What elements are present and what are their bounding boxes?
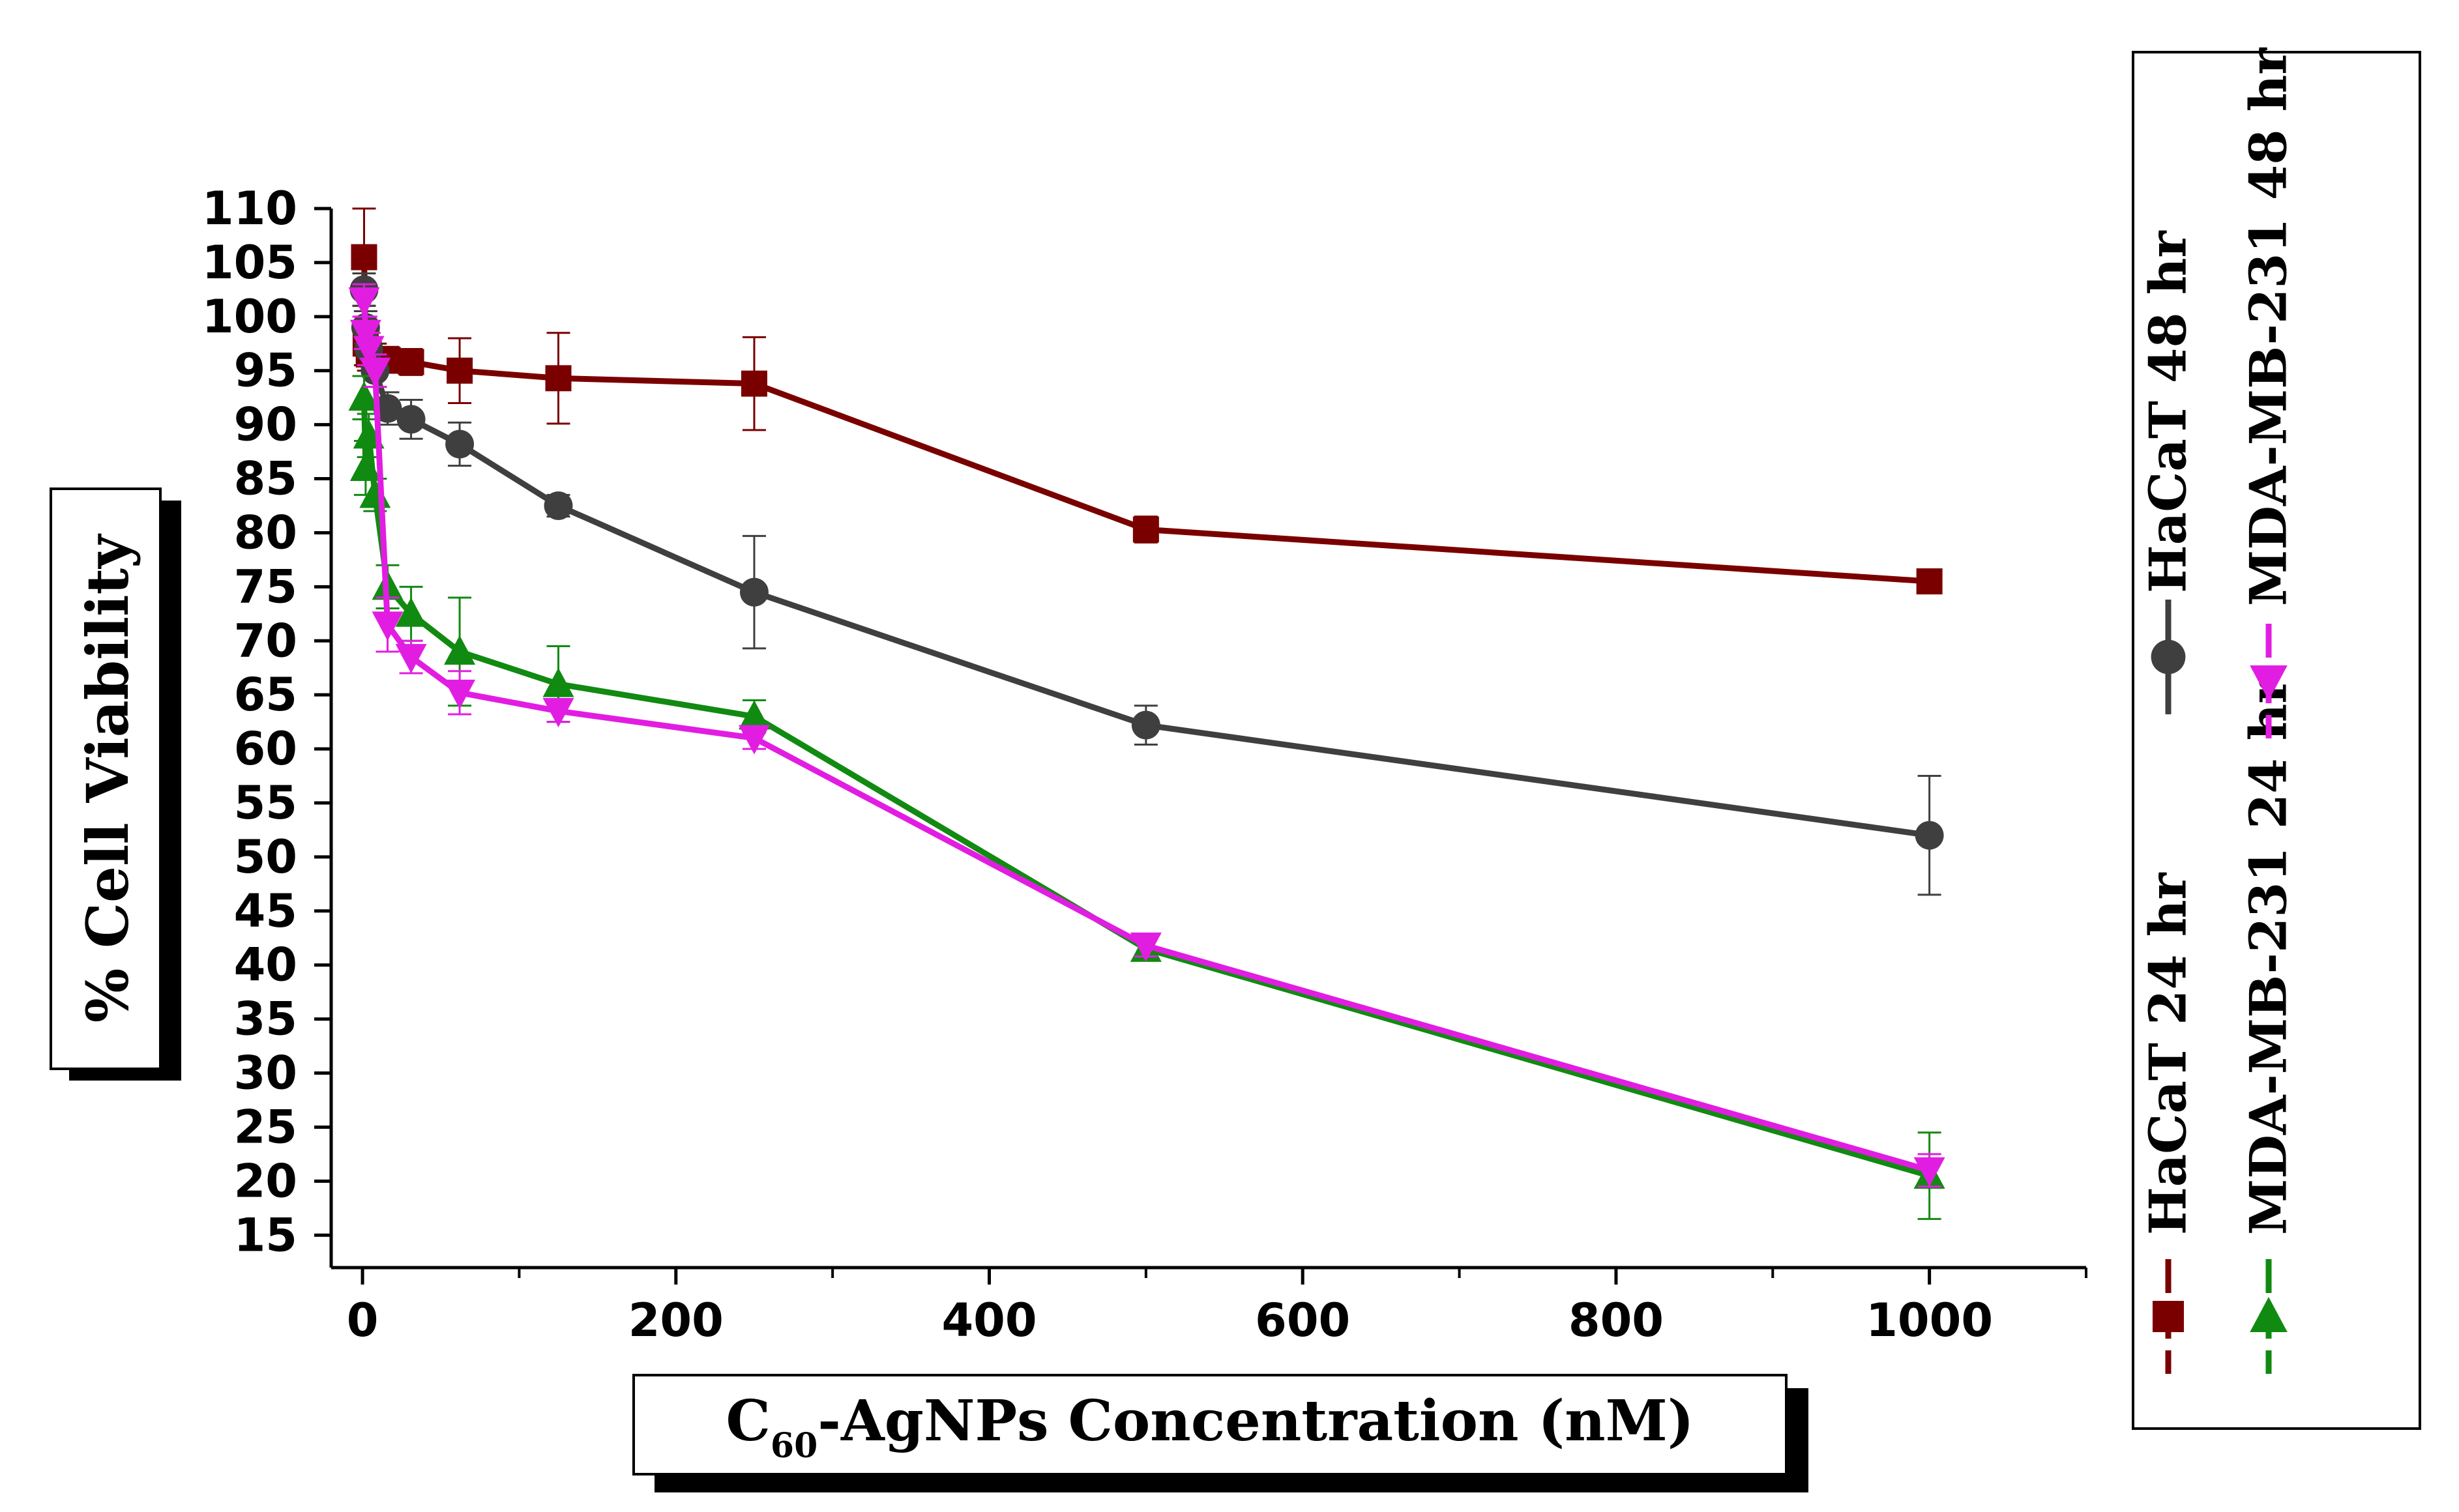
legend-marker <box>2151 639 2186 675</box>
data-point <box>542 667 574 697</box>
y-tick-label: 50 <box>234 830 297 884</box>
data-point <box>1131 710 1160 740</box>
series-1 <box>351 207 1943 595</box>
data-point <box>447 357 473 384</box>
data-point <box>1916 568 1943 595</box>
y-tick-label: 25 <box>234 1100 297 1154</box>
series-3 <box>348 375 1945 1220</box>
legend-label: HaCaT 48 hr <box>2139 231 2198 593</box>
x-tick-label: 0 <box>347 1294 379 1347</box>
x-axis-title: C60-AgNPs Concentration (nM) <box>726 1388 1694 1466</box>
y-tick-label: 15 <box>234 1208 297 1262</box>
data-point <box>444 635 476 665</box>
legend-item: HaCaT 24 hr <box>2139 873 2198 1374</box>
data-point <box>544 491 573 520</box>
data-point <box>445 429 475 459</box>
y-axis-title-box: % Cell Viability <box>50 487 181 1081</box>
data-point <box>739 577 769 607</box>
data-point <box>738 700 770 730</box>
x-tick-label: 800 <box>1568 1294 1664 1347</box>
data-point <box>738 725 770 755</box>
legend-item: MDA-MB-231 24 hr <box>2239 676 2299 1374</box>
y-tick-label: 35 <box>234 993 297 1046</box>
plot-area <box>329 209 2086 1270</box>
y-tick-label: 65 <box>234 668 297 721</box>
data-point <box>359 478 391 508</box>
data-point <box>398 349 424 375</box>
y-tick-label: 70 <box>234 614 297 667</box>
data-point <box>395 597 427 627</box>
x-axis-title-box: C60-AgNPs Concentration (nM) <box>632 1374 1808 1492</box>
data-point <box>395 644 427 674</box>
series-line <box>361 289 1930 839</box>
data-point <box>444 679 476 709</box>
data-point <box>396 405 426 434</box>
y-tick-label: 105 <box>202 236 297 289</box>
y-tick-label: 30 <box>234 1047 297 1100</box>
x-axis-title-rest: -AgNPs Concentration (nM) <box>817 1388 1694 1454</box>
data-point <box>1130 932 1162 962</box>
y-axis-title: % Cell Viability <box>74 533 141 1023</box>
legend-item: HaCaT 48 hr <box>2139 231 2198 714</box>
data-point <box>351 244 377 270</box>
y-tick-label: 75 <box>234 560 297 613</box>
data-point <box>741 370 767 397</box>
y-tick-label: 110 <box>202 182 297 235</box>
legend-label: MDA-MB-231 48 hr <box>2239 48 2299 606</box>
y-tick-label: 45 <box>234 884 297 938</box>
data-point <box>349 451 381 481</box>
legend-label: MDA-MB-231 24 hr <box>2239 676 2299 1235</box>
data-point <box>353 336 385 366</box>
x-tick-label: 600 <box>1255 1294 1350 1347</box>
x-tick-label: 1000 <box>1866 1294 1993 1347</box>
data-point <box>1913 1157 1945 1187</box>
y-tick-label: 20 <box>234 1154 297 1208</box>
data-point <box>542 698 574 728</box>
y-tick-label: 95 <box>234 344 297 398</box>
y-tick-label: 80 <box>234 506 297 559</box>
x-tick-label: 400 <box>941 1294 1037 1347</box>
y-axis-ticks: 1520253035404550556065707580859095100105… <box>202 182 331 1262</box>
data-point <box>349 319 381 349</box>
series-line <box>361 398 1930 1179</box>
x-tick-label: 200 <box>628 1294 724 1347</box>
x-axis-ticks: 0 200 400 600 800 1000 <box>347 1268 2087 1347</box>
legend-marker <box>2250 665 2288 701</box>
x-axis-title-subscript: 60 <box>771 1426 817 1466</box>
data-point <box>1915 821 1944 850</box>
y-tick-label: 60 <box>234 722 297 776</box>
y-tick-label: 90 <box>234 398 297 452</box>
data-point <box>348 287 380 317</box>
data-point <box>545 365 572 392</box>
legend-marker <box>2250 1297 2288 1332</box>
y-tick-label: 55 <box>234 776 297 830</box>
y-tick-label: 100 <box>202 290 297 343</box>
series-4 <box>348 283 1945 1188</box>
y-tick-label: 40 <box>234 938 297 992</box>
legend-item: MDA-MB-231 48 hr <box>2239 48 2299 738</box>
x-axis-title-prefix: C <box>726 1388 770 1454</box>
legend-marker <box>2153 1301 2184 1332</box>
legend-label: HaCaT 24 hr <box>2139 873 2198 1235</box>
series-layer <box>348 207 1945 1220</box>
data-point <box>372 611 404 641</box>
legend: HaCaT 24 hr MDA-MB-231 24 hr HaCaT 48 hr MD… <box>2132 48 2421 1430</box>
data-point <box>359 357 391 387</box>
series-2 <box>349 272 1944 896</box>
data-point <box>348 381 380 411</box>
data-point <box>1132 516 1159 543</box>
data-point <box>373 394 402 423</box>
y-tick-label: 85 <box>234 452 297 506</box>
